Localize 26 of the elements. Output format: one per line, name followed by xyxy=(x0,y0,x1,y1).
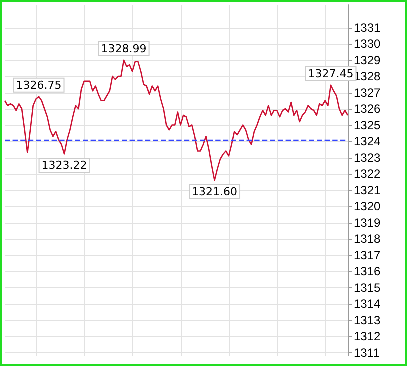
y-tick-label: 1331 xyxy=(354,20,382,35)
y-tick-label: 1329 xyxy=(354,53,382,68)
y-tick-label: 1313 xyxy=(354,313,382,328)
y-tick-label: 1314 xyxy=(354,297,382,311)
annotation: 1327.45 xyxy=(308,67,354,80)
y-tick-label: 1318 xyxy=(354,232,382,246)
y-tick-label: 1323 xyxy=(354,150,382,165)
y-tick-label: 1311 xyxy=(354,346,380,360)
y-tick-label: 1315 xyxy=(354,280,382,295)
y-tick-label: 1324 xyxy=(354,134,382,148)
y-tick-label: 1327 xyxy=(354,86,382,100)
y-tick-label: 1321 xyxy=(354,183,382,198)
y-tick-label: 1326 xyxy=(354,102,382,116)
y-tick-label: 1317 xyxy=(354,248,382,262)
annotation: 1323.22 xyxy=(42,159,88,172)
annotation: 1328.99 xyxy=(101,42,147,56)
y-tick-label: 1325 xyxy=(354,118,382,132)
y-tick-label: 1312 xyxy=(354,330,382,344)
y-tick-label: 1322 xyxy=(354,167,382,181)
annotation: 1321.60 xyxy=(192,186,238,198)
annotation: 1326.75 xyxy=(16,78,62,92)
y-tick-label: 1320 xyxy=(354,200,382,214)
y-tick-label: 1330 xyxy=(354,37,382,51)
y-tick-label: 1316 xyxy=(354,264,382,278)
y-tick-label: 1319 xyxy=(354,216,382,230)
y-tick-label: 1328 xyxy=(354,70,382,84)
